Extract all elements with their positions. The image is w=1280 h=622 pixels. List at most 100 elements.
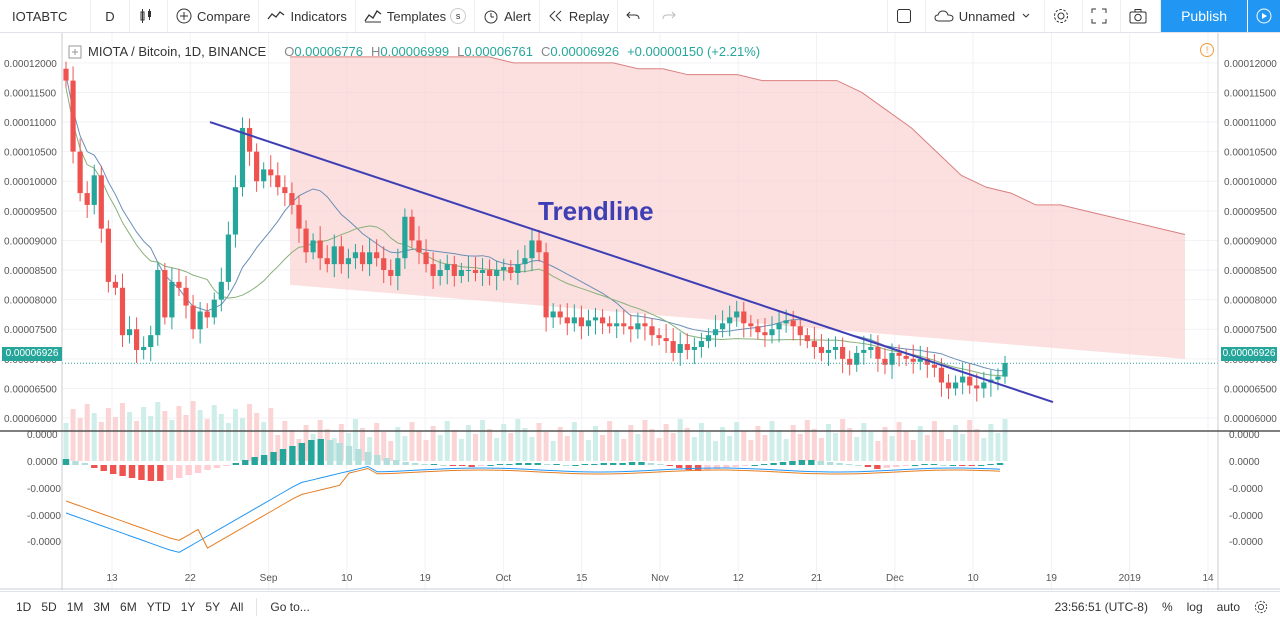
fullscreen-toggle[interactable] (886, 0, 926, 32)
candle-body (239, 127, 246, 188)
candle-body (176, 281, 182, 288)
layout-menu[interactable]: Unnamed (926, 0, 1046, 32)
divider (256, 598, 258, 616)
candle-body (77, 151, 83, 194)
macd-tick-right: 0.0000 (1229, 430, 1260, 441)
macd-histogram-bar (609, 463, 617, 465)
macd-histogram-bar (157, 465, 164, 481)
macd-histogram-bar (355, 449, 362, 465)
fullscreen-button[interactable] (1083, 0, 1122, 32)
log-toggle[interactable]: log (1186, 600, 1203, 614)
macd-histogram-bar (336, 443, 343, 465)
volume-bar (472, 434, 478, 461)
publish-arrow-button[interactable] (1247, 0, 1280, 32)
candle-body (501, 267, 507, 271)
candle-body (402, 216, 408, 259)
replay-button[interactable]: Replay (540, 0, 619, 32)
range-button-1m[interactable]: 1M (66, 600, 84, 614)
undo-button[interactable] (618, 0, 655, 32)
range-button-1d[interactable]: 1D (16, 600, 32, 614)
templates-button[interactable]: Templates s (356, 0, 476, 32)
range-button-5d[interactable]: 5D (41, 600, 57, 614)
candle-body (967, 376, 973, 386)
price-tick-left: 0.00006500 (4, 384, 57, 395)
candle-body (522, 258, 528, 265)
candle-body (578, 317, 584, 327)
volume-bar (352, 419, 358, 461)
macd-histogram-bar (81, 463, 89, 465)
snapshot-button[interactable] (1121, 0, 1162, 32)
range-button-1y[interactable]: 1Y (180, 600, 196, 614)
goto-button[interactable]: Go to... (270, 600, 310, 614)
volume-bar (967, 420, 973, 461)
macd-histogram-bar (543, 464, 551, 465)
price-tick-right: 0.00008500 (1224, 266, 1277, 277)
candle-body (776, 323, 782, 330)
percent-toggle[interactable]: % (1161, 600, 1173, 614)
price-tick-right: 0.00011000 (1224, 118, 1277, 129)
candle-body (931, 364, 937, 368)
macd-histogram-bar (204, 465, 211, 470)
range-button-5y[interactable]: 5Y (205, 600, 221, 614)
volume-bar (656, 438, 662, 461)
volume-bar (614, 430, 620, 461)
volume-bar (670, 433, 676, 461)
candle-body (840, 347, 846, 359)
auto-toggle[interactable]: auto (1216, 600, 1240, 614)
volume-bar (338, 424, 344, 461)
macd-histogram-bar (638, 462, 645, 465)
chart-type-button[interactable] (130, 0, 168, 32)
candle-body (599, 317, 606, 324)
volume-bar (487, 429, 493, 461)
volume-bar (268, 408, 274, 461)
volume-bar (409, 422, 415, 461)
price-tick-left: 0.00010500 (4, 148, 57, 159)
candle-body (232, 187, 239, 235)
volume-bar (854, 437, 860, 461)
time-tick: Dec (886, 573, 904, 584)
macd-histogram-bar (383, 458, 390, 465)
publish-button[interactable]: Publish (1161, 0, 1247, 32)
collapse-legend-icon[interactable] (68, 45, 82, 59)
range-button-all[interactable]: All (230, 600, 244, 614)
warning-icon[interactable]: ! (1200, 43, 1214, 57)
volume-bar (543, 432, 549, 461)
range-button-ytd[interactable]: YTD (146, 600, 171, 614)
candle-body (352, 252, 359, 259)
alert-button[interactable]: Alert (475, 0, 540, 32)
indicators-button[interactable]: Indicators (259, 0, 356, 32)
range-button-6m[interactable]: 6M (120, 600, 137, 614)
candle-body (861, 349, 867, 353)
volume-bar (360, 428, 366, 461)
volume-bar (988, 424, 994, 461)
candle-body (727, 317, 733, 324)
candle-body (338, 246, 344, 265)
price-tick-left: 0.00008000 (4, 296, 57, 307)
candle-body (614, 323, 620, 327)
price-tick-right: 0.00006500 (1224, 384, 1277, 395)
legend-h-value: 0.00006999 (380, 44, 450, 59)
candle-body (797, 326, 803, 336)
trendline-annotation[interactable]: Trendline (538, 196, 654, 226)
resolution-button[interactable]: D (91, 0, 130, 32)
price-tick-left: 0.00011500 (4, 88, 57, 99)
candle-body (592, 317, 599, 321)
macd-tick-right: -0.0000 (1229, 511, 1263, 522)
macd-histogram-bar (930, 464, 938, 465)
redo-button[interactable] (654, 0, 689, 32)
time-tick: Nov (651, 573, 669, 584)
macd-histogram-bar (591, 464, 598, 465)
current-price-label-left: 0.00006926 (2, 347, 62, 361)
compare-button[interactable]: Compare (168, 0, 260, 32)
candle-body (381, 258, 387, 271)
volume-bar (127, 412, 133, 461)
gear-icon[interactable] (1254, 600, 1268, 614)
volume-bar (91, 413, 97, 461)
macd-histogram-bar (100, 465, 107, 471)
price-chart[interactable]: 0.00012000 0.00012000 0.00011500 0.00011500… (0, 33, 1280, 590)
symbol-search[interactable]: IOTABTC (0, 0, 91, 32)
range-button-3m[interactable]: 3M (93, 600, 111, 614)
top-toolbar: IOTABTC D Compare Indicators Templates s… (0, 0, 1280, 33)
macd-histogram-bar (902, 465, 909, 466)
settings-button[interactable] (1045, 0, 1084, 32)
